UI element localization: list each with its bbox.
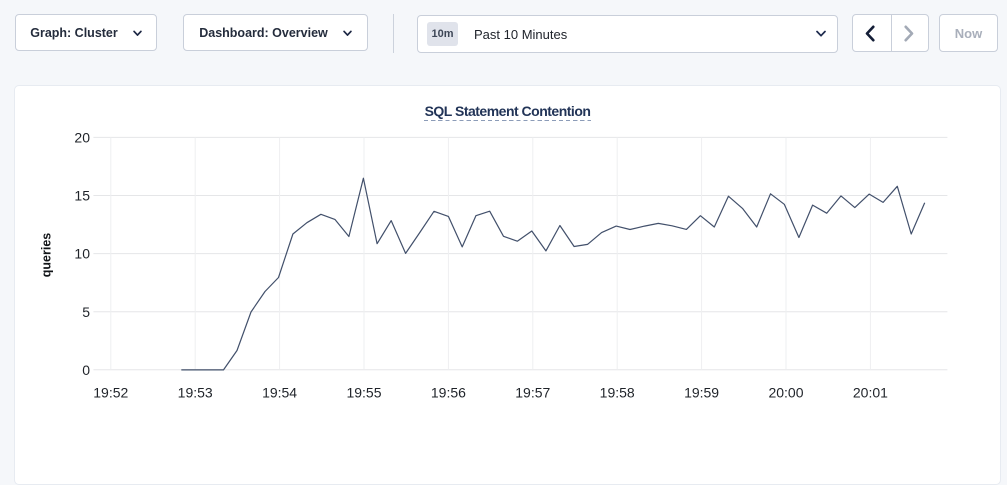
svg-text:20: 20: [74, 130, 90, 146]
svg-text:20:00: 20:00: [768, 385, 803, 401]
svg-text:queries: queries: [40, 233, 54, 278]
svg-text:19:56: 19:56: [431, 385, 466, 401]
svg-text:10: 10: [74, 246, 90, 262]
svg-text:19:52: 19:52: [93, 385, 128, 401]
svg-text:5: 5: [82, 304, 90, 320]
svg-text:0: 0: [82, 362, 90, 378]
svg-text:19:57: 19:57: [515, 385, 550, 401]
svg-text:20:01: 20:01: [853, 385, 888, 401]
svg-text:19:58: 19:58: [600, 385, 635, 401]
svg-text:19:59: 19:59: [684, 385, 719, 401]
svg-text:15: 15: [74, 188, 90, 204]
svg-text:19:54: 19:54: [262, 385, 297, 401]
svg-text:19:53: 19:53: [178, 385, 213, 401]
svg-text:19:55: 19:55: [346, 385, 381, 401]
